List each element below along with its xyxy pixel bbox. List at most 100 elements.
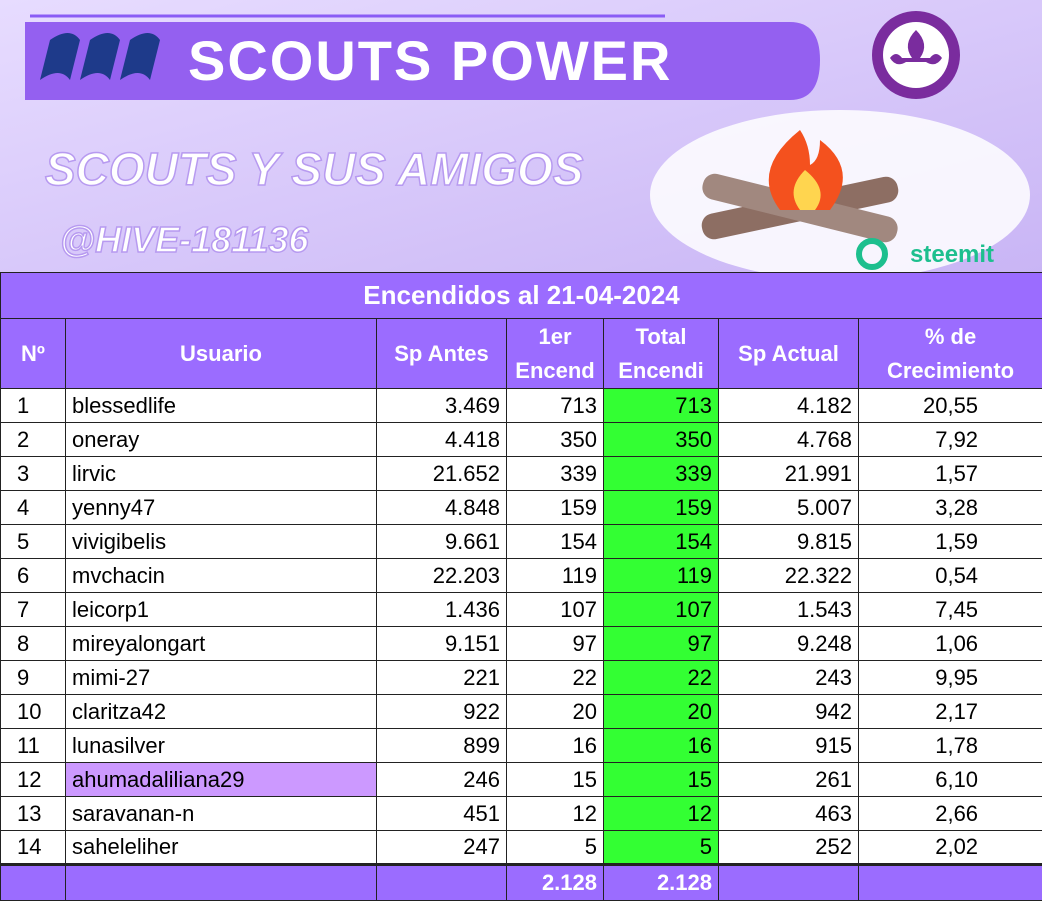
data-row: 7 leicorp1 1.436 107 107 1.543 7,45 — [0, 592, 1042, 627]
total-lit-cell: 107 — [603, 592, 719, 627]
data-row: 3 lirvic 21.652 339 339 21.991 1,57 — [0, 456, 1042, 491]
data-row: 5 vivigibelis 9.661 154 154 9.815 1,59 — [0, 524, 1042, 559]
growth-cell: 9,95 — [857, 660, 1042, 695]
table: Encendidos al 21-04-2024 Nº Usuario Sp Ante… — [0, 272, 1042, 901]
header-cell: Sp Actual — [718, 318, 859, 389]
banner-subtitle: SCOUTS Y SUS AMIGOS — [45, 143, 584, 195]
sp-current-cell: 5.007 — [718, 490, 859, 525]
campfire — [701, 130, 899, 243]
total-lit-cell: 339 — [603, 456, 719, 491]
user-cell: claritza42 — [65, 694, 377, 729]
sp-before-cell: 22.203 — [376, 558, 507, 593]
rank-cell: 12 — [0, 762, 66, 797]
title-row: Encendidos al 21-04-2024 — [0, 272, 1042, 319]
data-row: 11 lunasilver 899 16 16 915 1,78 — [0, 728, 1042, 763]
sp-current-cell: 22.322 — [718, 558, 859, 593]
sp-current-cell: 915 — [718, 728, 859, 763]
header-cell: 1er Encend — [506, 318, 604, 389]
user-cell: blessedlife — [65, 388, 377, 423]
growth-cell: 0,54 — [857, 558, 1042, 593]
banner: SCOUTS POWER SCOUTS Y SUS AMIGOS @HIVE-1… — [0, 0, 1042, 272]
total-lit-cell: 12 — [603, 796, 719, 831]
data-row: 12 ahumadaliliana29 246 15 15 261 6,10 — [0, 762, 1042, 797]
title-bar — [25, 22, 820, 100]
growth-cell: 2,17 — [857, 694, 1042, 729]
data-row: 10 claritza42 922 20 20 942 2,17 — [0, 694, 1042, 729]
user-cell: mireyalongart — [65, 626, 377, 661]
user-cell: saravanan-n — [65, 796, 377, 831]
header-cell: Nº — [0, 318, 66, 389]
empty-cell — [718, 863, 859, 901]
sp-current-cell: 942 — [718, 694, 859, 729]
total-lit-cell: 15 — [603, 762, 719, 797]
sp-before-cell: 21.652 — [376, 456, 507, 491]
rank-cell: 14 — [0, 830, 66, 865]
sp-current-cell: 252 — [718, 830, 859, 865]
sp-before-cell: 922 — [376, 694, 507, 729]
total-cell: 2.128 — [506, 863, 604, 901]
first-lit-cell: 5 — [506, 830, 604, 865]
fleur — [890, 30, 942, 65]
first-lit-cell: 15 — [506, 762, 604, 797]
banner-brand: steemit — [910, 241, 994, 268]
total-lit-cell: 350 — [603, 422, 719, 457]
growth-cell: 20,55 — [857, 388, 1042, 423]
rank-cell: 11 — [0, 728, 66, 763]
sp-current-cell: 4.768 — [718, 422, 859, 457]
header-cell: Sp Antes — [376, 318, 507, 389]
user-cell: lunasilver — [65, 728, 377, 763]
sp-before-cell: 221 — [376, 660, 507, 695]
total-lit-cell: 20 — [603, 694, 719, 729]
sp-before-cell: 246 — [376, 762, 507, 797]
total-lit-cell: 16 — [603, 728, 719, 763]
first-lit-cell: 97 — [506, 626, 604, 661]
header-cell: Usuario — [65, 318, 377, 389]
growth-cell: 3,28 — [857, 490, 1042, 525]
empty-cell — [376, 863, 507, 901]
empty-cell — [65, 863, 377, 901]
table-title: Encendidos al 21-04-2024 — [0, 272, 1042, 319]
first-lit-cell: 12 — [506, 796, 604, 831]
first-lit-cell: 350 — [506, 422, 604, 457]
user-cell: lirvic — [65, 456, 377, 491]
data-row: 14 saheleliher 247 5 5 252 2,02 — [0, 830, 1042, 865]
growth-cell: 7,92 — [857, 422, 1042, 457]
sp-current-cell: 463 — [718, 796, 859, 831]
growth-cell: 1,57 — [857, 456, 1042, 491]
total-lit-cell: 22 — [603, 660, 719, 695]
steem-logo — [40, 33, 160, 80]
sp-current-cell: 243 — [718, 660, 859, 695]
data-row: 4 yenny47 4.848 159 159 5.007 3,28 — [0, 490, 1042, 525]
total-cell: 2.128 — [603, 863, 719, 901]
growth-cell: 2,02 — [857, 830, 1042, 865]
data-row: 2 oneray 4.418 350 350 4.768 7,92 — [0, 422, 1042, 457]
total-lit-cell: 119 — [603, 558, 719, 593]
sp-current-cell: 4.182 — [718, 388, 859, 423]
sp-current-cell: 9.815 — [718, 524, 859, 559]
growth-cell: 1,06 — [857, 626, 1042, 661]
sp-before-cell: 899 — [376, 728, 507, 763]
growth-cell: 1,59 — [857, 524, 1042, 559]
rank-cell: 7 — [0, 592, 66, 627]
first-lit-cell: 22 — [506, 660, 604, 695]
first-lit-cell: 713 — [506, 388, 604, 423]
first-lit-cell: 159 — [506, 490, 604, 525]
sp-before-cell: 3.469 — [376, 388, 507, 423]
rank-cell: 5 — [0, 524, 66, 559]
total-lit-cell: 154 — [603, 524, 719, 559]
data-row: 8 mireyalongart 9.151 97 97 9.248 1,06 — [0, 626, 1042, 661]
first-lit-cell: 107 — [506, 592, 604, 627]
first-lit-cell: 20 — [506, 694, 604, 729]
rank-cell: 8 — [0, 626, 66, 661]
user-cell: mimi-27 — [65, 660, 377, 695]
sp-current-cell: 21.991 — [718, 456, 859, 491]
first-lit-cell: 154 — [506, 524, 604, 559]
user-cell: leicorp1 — [65, 592, 377, 627]
rank-cell: 9 — [0, 660, 66, 695]
data-row: 1 blessedlife 3.469 713 713 4.182 20,55 — [0, 388, 1042, 423]
steemit-logo — [856, 238, 888, 270]
rank-cell: 2 — [0, 422, 66, 457]
first-lit-cell: 16 — [506, 728, 604, 763]
growth-cell: 2,66 — [857, 796, 1042, 831]
rank-cell: 4 — [0, 490, 66, 525]
